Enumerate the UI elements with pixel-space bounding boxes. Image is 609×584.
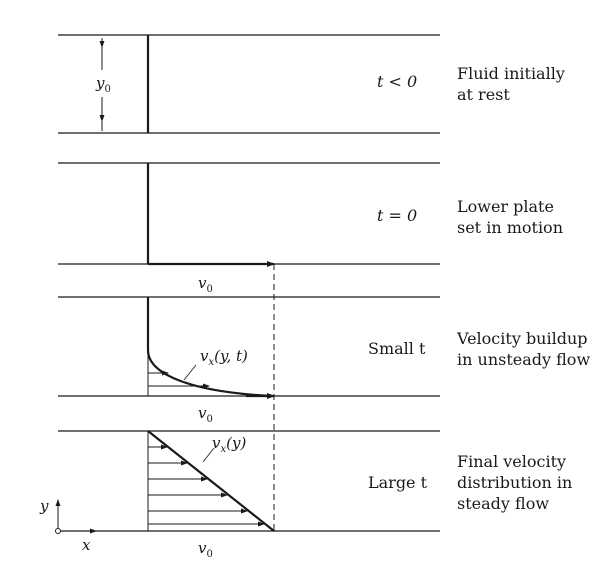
description-rest: Fluid initially at rest [457,64,570,104]
y-axis-label: y [39,497,49,515]
velocity-vectors-steady [148,444,265,527]
gap-label: y0 [95,74,111,95]
panel-unsteady: vx(y, t) v0 Small t Velocity buildup in … [58,296,593,425]
x-axis-label: x [82,536,91,554]
description-unsteady: Velocity buildup in unsteady flow [456,329,593,369]
plate-velocity-label: v0 [198,274,213,295]
panel-steady: vx(y) v0 Large t Final velocity distribu… [58,430,577,560]
description-start: Lower plate set in motion [457,197,563,237]
velocity-profile-linear [147,430,275,532]
plate-velocity-label: v0 [198,539,213,560]
description-steady: Final velocity distribution in steady fl… [457,452,577,513]
time-label-start: t = 0 [377,206,417,225]
time-label-unsteady: Small t [368,339,426,358]
profile-label-steady: vx(y) [212,434,246,455]
time-label-steady: Large t [368,473,428,492]
origin-marker [55,528,61,534]
velocity-profile-unsteady [146,297,273,398]
profile-leader [202,447,215,463]
profile-label-unsteady: vx(y, t) [200,347,248,368]
profile-leader [183,364,197,381]
time-label-rest: t < 0 [377,72,417,91]
panel-rest: y0 t < 0 Fluid initially at rest [58,34,570,134]
coordinate-axes: y x [39,497,97,554]
panel-start: v0 t = 0 Lower plate set in motion [58,162,563,295]
plate-velocity-label: v0 [198,404,213,425]
